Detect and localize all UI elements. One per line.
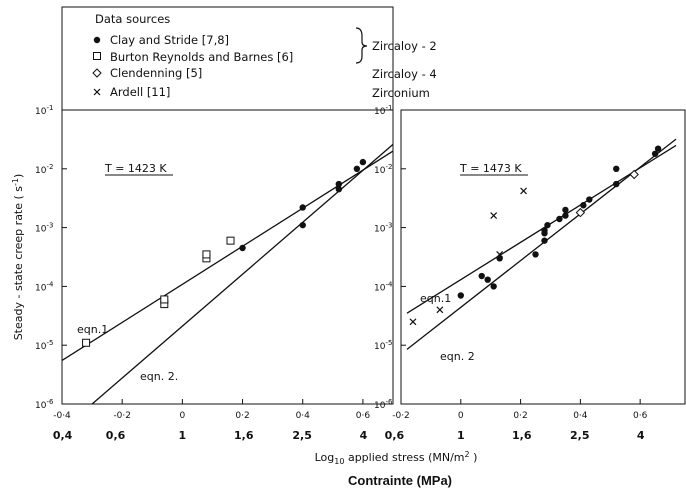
left-x-tick-label: 0·2 (235, 411, 249, 421)
right-point-cross (409, 318, 417, 326)
legend-brace (355, 27, 368, 64)
left-point-filled-circle (335, 180, 343, 188)
right-point-filled-circle (651, 150, 659, 157)
left-y-tick-label: 10-2 (35, 163, 53, 176)
right-point-filled-circle (586, 196, 593, 203)
y-axis-label: Steady - state creep rate ( s-1) (11, 174, 25, 341)
right-fit-line-label-2: eqn. 2 (440, 350, 475, 363)
left-fit-line-2 (91, 143, 394, 405)
legend-entry-burton: Burton Reynolds and Barnes [6] (110, 50, 293, 64)
right-point-filled-circle (562, 206, 569, 214)
right-point-filled-circle (484, 276, 491, 283)
legend-filled-circle-marker (93, 36, 101, 44)
left-stress-label: 0,6 (106, 429, 126, 442)
left-panel: 10-6 10-5 10-4 10-3 10-2 10-1 -0·4 -0·2 0 0·2 0·4 0… (35, 104, 394, 442)
legend-open-diamond-marker (92, 68, 102, 78)
left-y-tick-label: 10-1 (35, 104, 53, 117)
right-fit-line-label-1: eqn.1 (420, 292, 451, 305)
left-point-open-square (226, 236, 235, 245)
right-point-cross (496, 250, 504, 258)
right-point-filled-circle (541, 227, 548, 234)
right-point-open-diamond (575, 207, 586, 218)
left-x-tick-label: 0 (179, 411, 185, 421)
right-x-tick-label: -0·2 (392, 411, 410, 421)
left-fit-line-1 (61, 150, 394, 362)
left-fit-line-label-2: eqn. 2. (140, 370, 178, 383)
right-point-filled-circle (562, 212, 569, 219)
left-y-tick-label: 10-6 (35, 398, 54, 411)
left-fit-line-label-1: eqn.1 (77, 323, 108, 336)
right-point-filled-circle (544, 221, 551, 229)
right-point-filled-circle (580, 202, 587, 209)
right-y-tick-label: 10-4 (374, 280, 393, 293)
left-x-tick-label: -0·4 (53, 411, 71, 421)
legend-material-zircaloy-4: Zircaloy - 4 (372, 67, 437, 81)
right-point-filled-circle (532, 251, 539, 258)
right-point-filled-circle (478, 272, 485, 280)
legend-material-zircaloy-2: Zircaloy - 2 (372, 39, 437, 53)
stress-caption: Contrainte (MPa) (348, 473, 452, 488)
left-point-filled-circle (353, 165, 361, 172)
right-point-filled-circle (490, 283, 497, 290)
left-point-filled-circle (239, 244, 246, 252)
right-stress-label: 1,6 (512, 429, 532, 442)
right-stress-label: 0,6 (385, 429, 405, 442)
legend-entry-clendenning: Clendenning [5] (110, 66, 202, 80)
legend-open-square-marker (93, 52, 101, 60)
left-point-filled-circle (335, 185, 343, 193)
left-plot-frame (61, 109, 394, 405)
right-x-tick-label: 0·6 (633, 411, 648, 421)
left-chart-title: T = 1423 K (104, 162, 167, 175)
right-x-tick-label: 0 (458, 411, 464, 421)
right-x-tick-label: 0·4 (573, 411, 588, 421)
left-point-open-square (160, 295, 169, 304)
right-point-filled-circle (556, 215, 563, 223)
right-stress-label: 4 (637, 429, 645, 442)
legend-heading: Data sources (95, 12, 170, 26)
right-stress-label: 1 (457, 429, 465, 442)
right-panel: 10-6 10-5 10-4 10-3 10-2 10-1 -0·2 0 0·2 0·4 0·6 0,… (374, 104, 677, 442)
left-x-tick-label: 0·4 (296, 411, 311, 421)
left-point-filled-circle (359, 158, 367, 166)
left-point-open-square (202, 250, 211, 259)
left-point-open-square (82, 338, 91, 347)
right-y-tick-label: 10-6 (374, 398, 393, 411)
right-plot-frame (400, 109, 686, 405)
left-y-tick-label: 10-3 (35, 222, 53, 235)
x-axis-label: Log10 applied stress (MN/m2 ) (315, 450, 478, 466)
right-point-cross (520, 187, 527, 195)
right-point-filled-circle (457, 292, 464, 299)
left-stress-label: 1,6 (234, 429, 254, 442)
left-point-filled-circle (299, 204, 306, 211)
left-x-tick-label: -0·2 (113, 411, 131, 421)
left-y-tick-label: 10-4 (35, 280, 54, 293)
legend-entry-clay-stride: Clay and Stride [7,8] (110, 33, 229, 47)
right-point-filled-circle (613, 165, 620, 172)
right-y-tick-label: 10-2 (374, 163, 392, 176)
left-stress-label: 4 (360, 429, 368, 442)
right-chart-title: T = 1473 K (459, 162, 522, 175)
legend-entry-ardell: Ardell [11] (110, 85, 170, 99)
left-stress-label: 1 (179, 429, 187, 442)
legend-cross-marker (93, 88, 101, 96)
right-y-tick-label: 10-3 (374, 222, 392, 235)
right-fit-line-2 (406, 138, 677, 350)
right-y-tick-label: 10-1 (374, 104, 392, 117)
right-point-filled-circle (541, 237, 548, 244)
right-y-tick-label: 10-5 (374, 339, 392, 352)
right-point-cross (436, 306, 444, 314)
right-point-filled-circle (654, 145, 662, 152)
left-x-tick-label: 0·6 (356, 411, 371, 421)
left-stress-label: 2,5 (292, 429, 312, 442)
right-stress-label: 2,5 (570, 429, 590, 442)
left-stress-label: 0,4 (53, 429, 73, 442)
left-y-tick-label: 10-5 (35, 339, 53, 352)
right-point-cross (490, 212, 498, 220)
legend-material-zirconium: Zirconium (372, 86, 430, 100)
left-point-filled-circle (299, 221, 306, 229)
right-point-open-diamond (629, 169, 639, 180)
right-point-filled-circle (613, 180, 620, 188)
right-x-tick-label: 0·2 (513, 411, 527, 421)
